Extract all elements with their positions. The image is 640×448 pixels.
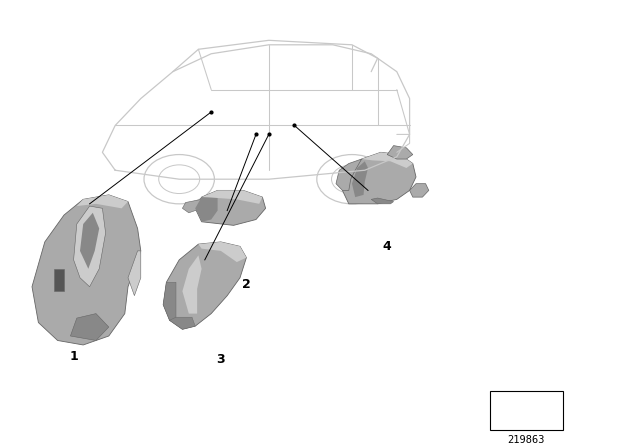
Polygon shape: [182, 255, 202, 314]
Polygon shape: [80, 213, 99, 269]
Polygon shape: [195, 197, 218, 222]
Text: 3: 3: [216, 353, 225, 366]
Polygon shape: [195, 190, 266, 225]
Polygon shape: [170, 317, 195, 329]
Bar: [490, 391, 563, 430]
Polygon shape: [495, 413, 558, 426]
Circle shape: [144, 155, 214, 204]
Polygon shape: [371, 198, 394, 204]
Text: 2: 2: [242, 278, 251, 291]
Polygon shape: [163, 282, 176, 320]
Polygon shape: [163, 242, 246, 329]
Circle shape: [317, 155, 387, 204]
Polygon shape: [182, 199, 202, 213]
Polygon shape: [336, 159, 362, 190]
Polygon shape: [77, 195, 128, 208]
Polygon shape: [362, 152, 413, 168]
Polygon shape: [102, 45, 410, 179]
Polygon shape: [54, 269, 64, 291]
Text: 219863: 219863: [508, 435, 545, 445]
Polygon shape: [74, 206, 106, 287]
Text: 1: 1: [69, 349, 78, 363]
Polygon shape: [342, 152, 416, 204]
Polygon shape: [352, 161, 368, 197]
Polygon shape: [410, 184, 429, 197]
Polygon shape: [198, 242, 246, 262]
Polygon shape: [70, 314, 109, 340]
Polygon shape: [496, 396, 558, 413]
Text: 4: 4: [383, 240, 392, 253]
Polygon shape: [202, 190, 262, 204]
Polygon shape: [387, 146, 413, 159]
Polygon shape: [32, 195, 141, 345]
Polygon shape: [128, 251, 141, 296]
